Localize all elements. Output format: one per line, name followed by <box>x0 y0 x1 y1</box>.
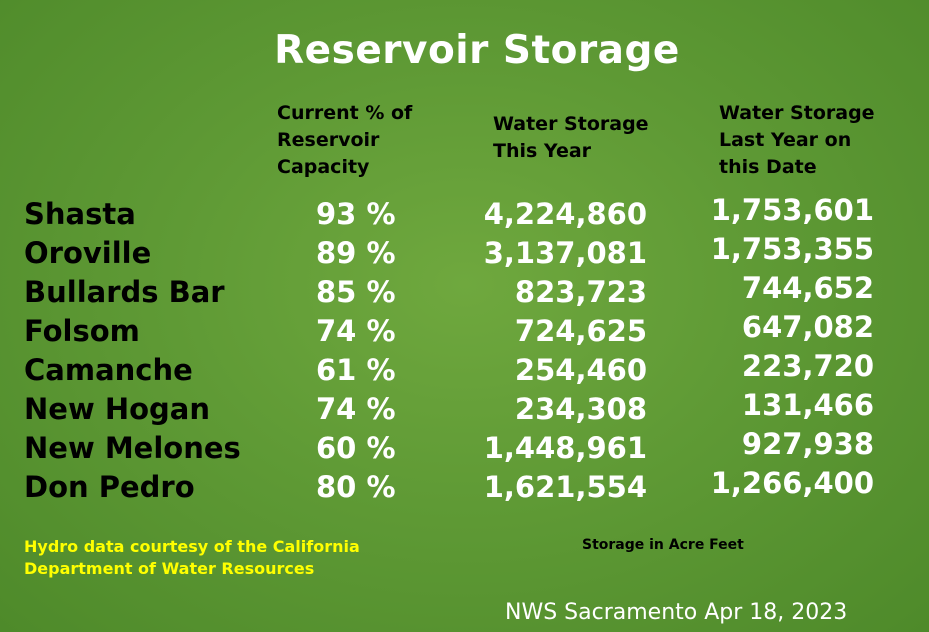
reservoir-name: New Melones <box>24 431 241 465</box>
reservoir-name: Camanche <box>24 353 193 387</box>
reservoir-last-year: 744,652 <box>741 271 874 305</box>
reservoir-name: Don Pedro <box>24 470 195 504</box>
reservoir-this-year: 254,460 <box>514 353 647 387</box>
reservoir-percent: 74 % <box>316 314 396 348</box>
table-row: New Melones 60 % 1,448,961 927,938 <box>0 427 929 469</box>
reservoir-this-year: 3,137,081 <box>483 236 647 270</box>
reservoir-this-year: 1,448,961 <box>483 431 647 465</box>
table-row: Bullards Bar 85 % 823,723 744,652 <box>0 271 929 313</box>
reservoir-last-year: 927,938 <box>741 427 874 461</box>
table-row: Folsom 74 % 724,625 647,082 <box>0 310 929 352</box>
reservoir-percent: 80 % <box>316 470 396 504</box>
reservoir-name: New Hogan <box>24 392 210 426</box>
reservoir-last-year: 1,266,400 <box>710 466 874 500</box>
footer-source-date: NWS Sacramento Apr 18, 2023 <box>505 600 848 625</box>
table-row: Shasta 93 % 4,224,860 1,753,601 <box>0 193 929 235</box>
reservoir-last-year: 223,720 <box>741 349 874 383</box>
reservoir-name: Shasta <box>24 197 136 231</box>
page-title: Reservoir Storage <box>274 28 680 73</box>
reservoir-last-year: 647,082 <box>741 310 874 344</box>
reservoir-percent: 61 % <box>316 353 396 387</box>
table-row: New Hogan 74 % 234,308 131,466 <box>0 388 929 430</box>
header-last-year: Water Storage Last Year on this Date <box>719 102 875 178</box>
data-credit: Hydro data courtesy of the California De… <box>24 537 360 578</box>
reservoir-last-year: 1,753,355 <box>710 232 874 266</box>
reservoir-percent: 89 % <box>316 236 396 270</box>
reservoir-name: Bullards Bar <box>24 275 225 309</box>
units-note: Storage in Acre Feet <box>582 537 744 553</box>
reservoir-last-year: 1,753,601 <box>710 193 874 227</box>
header-this-year: Water Storage This Year <box>493 113 649 162</box>
table-row: Don Pedro 80 % 1,621,554 1,266,400 <box>0 466 929 508</box>
header-capacity: Current % of Reservoir Capacity <box>277 102 413 178</box>
reservoir-percent: 74 % <box>316 392 396 426</box>
table-row: Oroville 89 % 3,137,081 1,753,355 <box>0 232 929 274</box>
reservoir-this-year: 1,621,554 <box>483 470 647 504</box>
reservoir-name: Oroville <box>24 236 152 270</box>
reservoir-percent: 93 % <box>316 197 396 231</box>
reservoir-last-year: 131,466 <box>741 388 874 422</box>
reservoir-this-year: 823,723 <box>514 275 647 309</box>
reservoir-percent: 60 % <box>316 431 396 465</box>
table-row: Camanche 61 % 254,460 223,720 <box>0 349 929 391</box>
reservoir-name: Folsom <box>24 314 140 348</box>
reservoir-this-year: 724,625 <box>514 314 647 348</box>
reservoir-percent: 85 % <box>316 275 396 309</box>
reservoir-this-year: 234,308 <box>514 392 647 426</box>
reservoir-this-year: 4,224,860 <box>483 197 647 231</box>
